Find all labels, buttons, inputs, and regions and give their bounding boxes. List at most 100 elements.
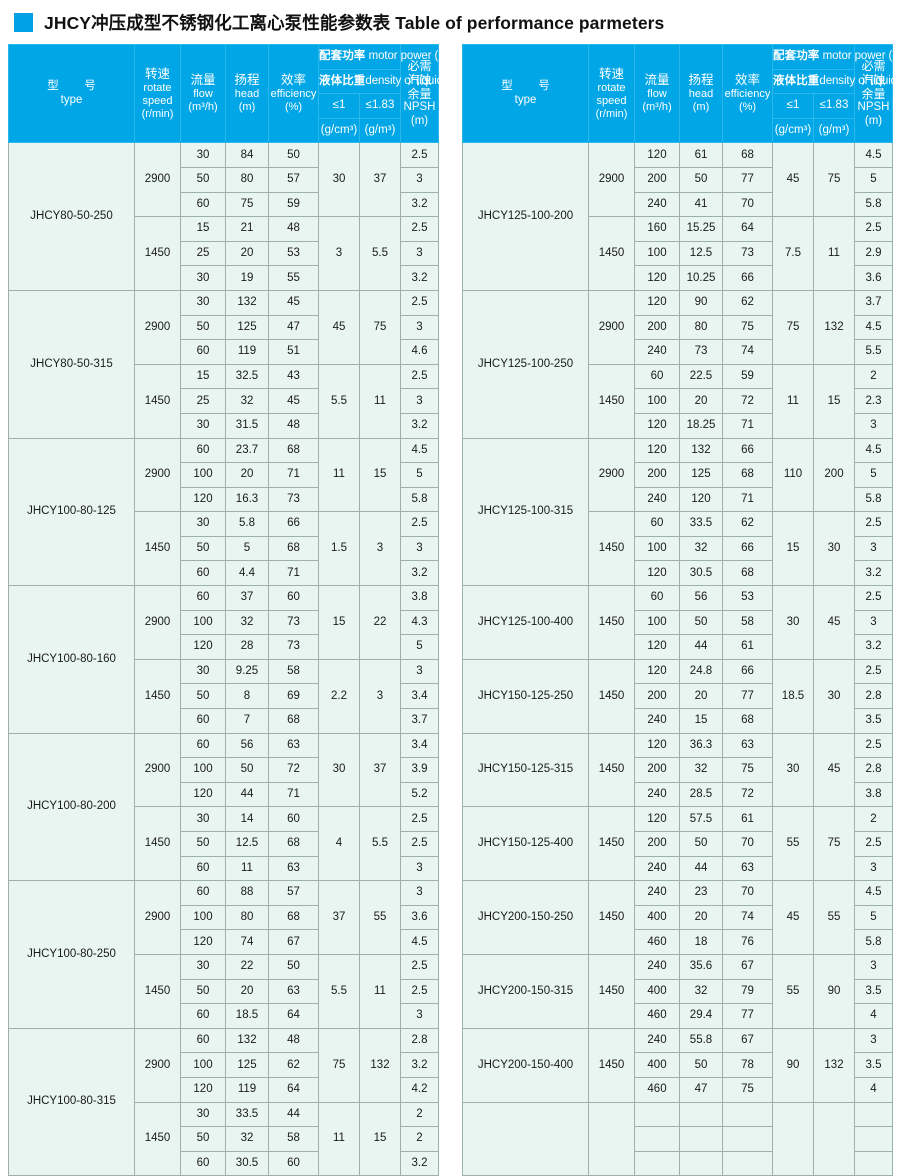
table-row: 1450 30 33.5 44 11 15 2: [9, 1101, 439, 1176]
cell-flow-right-0-2: 120: [634, 265, 680, 291]
cell-efficiency-left-6-2: 64: [268, 1076, 319, 1103]
cell-efficiency-left-1-1: 47: [268, 314, 319, 341]
cell-rotate-speed-left-2: 2900: [134, 437, 181, 513]
cell-head-left-0-0: 84: [225, 142, 269, 168]
cell-npsh-left-6-2: 3.2: [400, 1150, 439, 1176]
cell-head-left-1-0: 132: [225, 289, 269, 316]
cell-head-left-3-1: 32: [225, 609, 269, 636]
cell-power-density1-left-0: 3: [318, 216, 360, 291]
cell-head-left-4-2: 11: [225, 855, 269, 882]
cell-flow-left-1-0: 30: [180, 289, 226, 316]
cell-rotate-speed-right-0: 2900: [588, 142, 635, 218]
cell-model-left-5: JHCY100-80-250: [8, 880, 135, 1029]
cell-rotate-speed-right-9: 1450: [588, 1027, 635, 1103]
header-efficiency-right: 效率 efficiency (%): [722, 43, 773, 144]
cell-head-right-6-2: 44: [679, 855, 723, 882]
cell-efficiency-right-0-1: 73: [722, 240, 773, 267]
cell-power-density2-right-5: 45: [813, 732, 855, 808]
table-row: JHCY80-50-250 2900 30 84 50 30 37 2.5: [8, 142, 439, 291]
cell-flow-right-2-1: 100: [634, 535, 680, 562]
cell-npsh-left-2-2: 3.2: [400, 560, 439, 587]
cell-npsh-right-0-0: 4.5: [854, 142, 893, 168]
table-row: 240 28.5 72 3.8: [463, 781, 893, 808]
cell-power-density2-left-3: 3: [359, 658, 401, 734]
cell-efficiency-right-2-2: 68: [722, 560, 773, 587]
cell-npsh-left-4-1: 2.5: [400, 831, 439, 857]
header-rotate-speed-right: 转速 rotate speed (r/min): [588, 43, 635, 144]
cell-efficiency-left-0-2: 55: [268, 265, 319, 291]
cell-head-right-10-1: [679, 1126, 723, 1152]
cell-efficiency-left-2-1: 68: [268, 535, 319, 562]
cell-npsh-left-6-1: 2: [400, 1126, 439, 1152]
table-row: JHCY125-100-315 2900 120 132 66 110 200 4.5: [462, 437, 893, 587]
left-table-column: 型 号 type 转速 rotate speed (r/min) 流量 flow (m³/h) 扬…: [8, 43, 456, 1176]
cell-flow-left-1-2: 30: [180, 412, 226, 439]
cell-flow-right-7-1: 400: [634, 904, 680, 931]
cell-head-right-5-0: 36.3: [679, 732, 723, 759]
cell-npsh-left-2-2: 5.8: [400, 486, 439, 513]
cell-flow-left-6-2: 60: [180, 1150, 226, 1176]
cell-efficiency-left-4-1: 72: [268, 757, 319, 783]
cell-head-left-3-2: 28: [225, 634, 269, 660]
cell-rotate-speed-right-1: 2900: [588, 289, 635, 365]
table-row: 200 50 70 2.5: [463, 831, 893, 857]
cell-efficiency-left-5-2: 64: [268, 1003, 319, 1029]
table-row: JHCY200-150-400 1450 240 55.8 67 90 132 3: [462, 1027, 893, 1103]
cell-npsh-right-2-2: 5.8: [854, 486, 893, 513]
table-row: JHCY100-80-125 2900 60 23.7 68 11 15 4.5: [8, 437, 439, 587]
cell-efficiency-right-9-1: 78: [722, 1052, 773, 1078]
cell-flow-right-5-1: 200: [634, 757, 680, 783]
cell-power-density2-left-1: 75: [359, 289, 401, 365]
cell-npsh-right-3-1: 3: [854, 609, 893, 636]
cell-flow-left-5-1: 50: [180, 978, 226, 1005]
table-row: 120 10.25 66 3.6: [463, 265, 893, 291]
cell-npsh-right-3-0: 2.5: [854, 585, 893, 611]
cell-efficiency-right-1-1: 72: [722, 388, 773, 414]
cell-rotate-speed-left-5: 1450: [134, 953, 181, 1029]
cell-head-left-4-1: 50: [225, 757, 269, 783]
cell-head-right-0-2: 10.25: [679, 265, 723, 291]
cell-head-left-3-0: 9.25: [225, 658, 269, 685]
cell-npsh-right-2-1: 5: [854, 462, 893, 488]
cell-power-density2-right-4: 30: [813, 658, 855, 734]
cell-power-density1-right-10: [772, 1101, 814, 1176]
cell-npsh-left-2-0: 4.5: [400, 437, 439, 464]
cell-flow-left-2-1: 100: [180, 462, 226, 488]
cell-npsh-left-5-1: 3.6: [400, 904, 439, 931]
cell-npsh-left-3-2: 5: [400, 634, 439, 660]
cell-head-right-0-2: 41: [679, 191, 723, 218]
cell-efficiency-right-0-0: 64: [722, 216, 773, 242]
cell-flow-right-1-0: 120: [634, 289, 680, 316]
cell-flow-right-10-2: [634, 1150, 680, 1176]
header-npsh-right: 必需 汽蚀 余量 NPSH (m): [854, 43, 893, 144]
cell-efficiency-left-1-1: 45: [268, 388, 319, 414]
table-row: JHCY150-125-315 1450 120 36.3 63 30 45 2.5: [462, 732, 893, 808]
cell-npsh-left-0-1: 3: [400, 166, 439, 193]
table-row: 100 12.5 73 2.9: [463, 240, 893, 267]
cell-flow-right-0-0: 160: [634, 216, 680, 242]
cell-efficiency-right-9-0: 67: [722, 1027, 773, 1054]
title-square-marker: [14, 12, 33, 32]
cell-power-density2-left-6: 132: [359, 1027, 401, 1103]
header-density-1-value-right: ≤1: [772, 93, 814, 119]
cell-model-right-10: [462, 1101, 589, 1176]
header-efficiency-left: 效率 efficiency (%): [268, 43, 319, 144]
cell-npsh-right-10-1: [854, 1126, 893, 1152]
cell-flow-right-8-0: 240: [634, 953, 680, 980]
cell-model-right-3: JHCY125-100-400: [462, 585, 589, 660]
cell-head-right-5-1: 32: [679, 757, 723, 783]
cell-efficiency-left-3-1: 73: [268, 609, 319, 636]
cell-flow-left-3-2: 60: [180, 708, 226, 734]
cell-rotate-speed-right-7: 1450: [588, 880, 635, 955]
cell-efficiency-left-4-2: 71: [268, 781, 319, 808]
cell-flow-right-4-1: 200: [634, 683, 680, 710]
table-row: 400 50 78 3.5: [463, 1052, 893, 1078]
table-row: [463, 1126, 893, 1152]
cell-efficiency-right-5-2: 72: [722, 781, 773, 808]
cell-npsh-right-0-0: 2.5: [854, 216, 893, 242]
cell-efficiency-right-2-0: 62: [722, 511, 773, 537]
cell-flow-left-4-0: 60: [180, 732, 226, 759]
cell-npsh-left-5-1: 2.5: [400, 978, 439, 1005]
cell-head-right-2-1: 125: [679, 462, 723, 488]
table-row: 120 28 73 5: [9, 634, 439, 660]
